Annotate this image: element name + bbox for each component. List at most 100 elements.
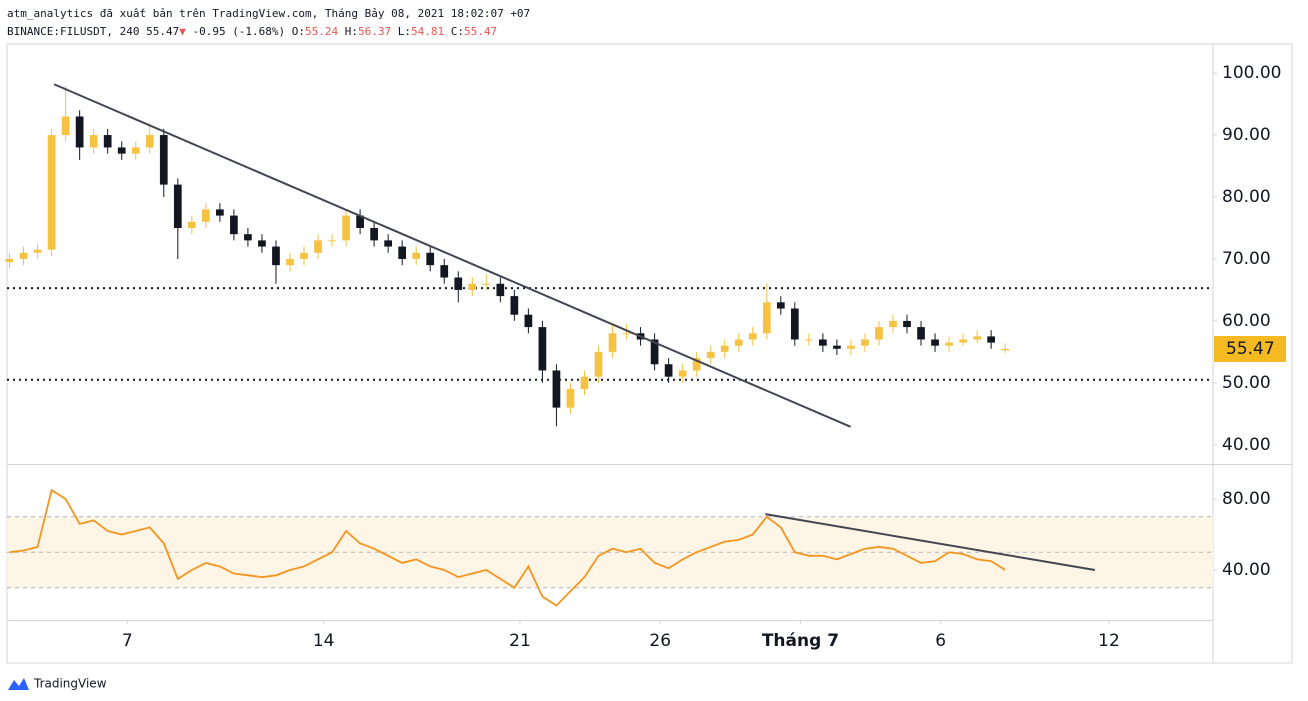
- candle-body: [370, 227, 378, 241]
- candle-body: [384, 240, 393, 247]
- candle-body: [748, 333, 757, 340]
- candle-body: [959, 339, 967, 343]
- last: 55.47: [146, 25, 179, 38]
- candle-body: [875, 327, 883, 340]
- o-value: 55.24: [305, 25, 338, 38]
- candle-body: [847, 345, 855, 349]
- candle-body: [356, 215, 364, 228]
- x-tick-label: 14: [313, 631, 335, 651]
- candle-body: [706, 351, 715, 359]
- change: -0.95 (-1.68%): [192, 25, 285, 38]
- candle-body: [173, 184, 182, 228]
- h-label: H:: [345, 25, 358, 38]
- candle-body: [300, 252, 308, 259]
- candle-body: [1001, 348, 1010, 351]
- y-tick-label: 50.00: [1222, 373, 1271, 393]
- y-tick-label: 40.00: [1222, 435, 1271, 455]
- c-value: 55.47: [464, 25, 497, 38]
- candle-body: [328, 240, 336, 242]
- arrow: ▼: [179, 25, 186, 38]
- candle-body: [650, 339, 659, 365]
- candle-body: [664, 364, 673, 377]
- candle-body: [89, 135, 98, 148]
- candle-body: [889, 320, 897, 328]
- o-label: O:: [292, 25, 305, 38]
- candle-body: [804, 339, 813, 341]
- candle-body: [244, 234, 252, 241]
- candle-body: [496, 283, 505, 297]
- candle-body: [426, 252, 435, 266]
- logo-icon: [8, 678, 29, 690]
- symbol: BINANCE:FILUSDT, 240: [7, 25, 139, 38]
- candle-body: [342, 215, 350, 241]
- candle-body: [692, 358, 701, 371]
- candle-body: [608, 333, 617, 352]
- candle-body: [230, 215, 238, 235]
- candle-body: [412, 252, 421, 259]
- candle-body: [580, 376, 589, 390]
- candle-body: [833, 345, 841, 349]
- last-price-label: 55.47: [1226, 339, 1275, 359]
- candle-body: [762, 302, 771, 334]
- candle-body: [454, 277, 463, 290]
- candle-body: [538, 327, 547, 371]
- rsi-line: [9, 488, 1006, 607]
- l-value: 54.81: [411, 25, 444, 38]
- candle-body: [314, 240, 322, 253]
- candle-body: [103, 135, 112, 148]
- candle-body: [987, 336, 996, 343]
- candle-body: [117, 147, 126, 154]
- candle-body: [258, 240, 266, 247]
- candle-body: [33, 249, 42, 253]
- candle-body: [819, 339, 827, 346]
- candle-body: [861, 339, 869, 346]
- candle-body: [131, 147, 140, 154]
- candle-body: [790, 308, 799, 340]
- logo: TradingView: [8, 677, 107, 691]
- candle-body: [931, 339, 939, 346]
- candle-body: [566, 389, 575, 408]
- candle-body: [973, 336, 981, 340]
- candle-body: [145, 135, 154, 148]
- candle-body: [5, 258, 14, 263]
- header-line: atm_analytics đã xuất bản trên TradingVi…: [7, 7, 530, 20]
- candle-body: [945, 342, 953, 346]
- candle-body: [720, 345, 729, 352]
- trendline: [53, 83, 852, 428]
- last-price-box: [1214, 335, 1286, 362]
- symbol-line: BINANCE:FILUSDT, 240 55.47▼ -0.95 (-1.68…: [7, 25, 497, 38]
- brand: TradingView: [33, 677, 107, 691]
- candle-body: [552, 370, 561, 408]
- candle-body: [159, 135, 168, 185]
- candle-body: [678, 370, 687, 377]
- candle-body: [468, 283, 477, 290]
- h-value: 56.37: [358, 25, 391, 38]
- candle-body: [776, 302, 785, 309]
- y-tick-label: 70.00: [1222, 249, 1271, 269]
- candle-body: [524, 314, 533, 328]
- candle-body: [440, 265, 449, 278]
- y-tick-label: 100.00: [1222, 63, 1281, 83]
- chart-frame: [6, 43, 1293, 664]
- x-tick-label: 12: [1098, 631, 1120, 651]
- rsi-tick-label: 40.00: [1222, 560, 1271, 580]
- candle-body: [216, 209, 224, 216]
- y-tick-label: 60.00: [1222, 311, 1271, 331]
- c-label: C:: [451, 25, 464, 38]
- l-label: L:: [398, 25, 411, 38]
- candle-body: [482, 283, 491, 285]
- x-tick-label: 21: [509, 631, 531, 651]
- candle-body: [19, 252, 28, 259]
- x-tick-label: 7: [122, 631, 133, 651]
- candle-body: [272, 246, 280, 266]
- candle-body: [61, 116, 70, 136]
- x-tick-label: 26: [649, 631, 671, 651]
- candle-body: [917, 327, 925, 340]
- candle-body: [201, 209, 210, 222]
- candle-body: [398, 246, 407, 259]
- y-tick-label: 90.00: [1222, 125, 1271, 145]
- candle-body: [47, 135, 56, 250]
- candle-body: [734, 339, 743, 346]
- candle-body: [903, 320, 911, 328]
